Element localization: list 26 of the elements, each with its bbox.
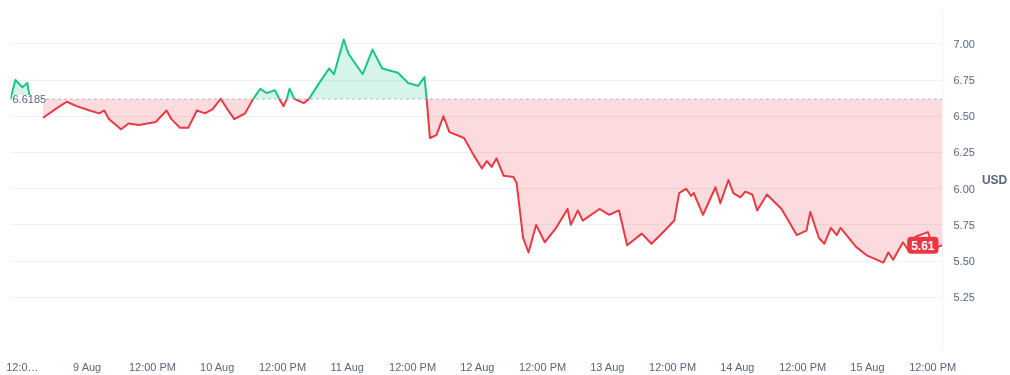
x-tick-label: 12:00 PM xyxy=(909,360,957,373)
y-tick-label: 5.75 xyxy=(953,218,975,231)
x-tick-label: 10 Aug xyxy=(200,360,235,373)
x-tick-label: 12:00 PM xyxy=(519,360,567,373)
x-tick-label: 14 Aug xyxy=(720,360,755,373)
annotation: 5.61 xyxy=(911,238,935,253)
y-tick-label: 6.75 xyxy=(953,74,975,87)
y-tick-label: 6.25 xyxy=(953,146,975,159)
y-tick-label: 5.25 xyxy=(953,291,975,304)
x-tick-label: 12:00 PM xyxy=(779,360,827,373)
ref-line-label: 6.6185 xyxy=(12,93,47,106)
y-axis-title: USD xyxy=(981,173,1008,187)
x-tick-label: 12:00 PM xyxy=(258,360,307,373)
x-tick-label: 11 Aug xyxy=(330,360,364,373)
x-tick-label: 13 Aug xyxy=(590,360,625,373)
x-tick-label: 12:0… xyxy=(6,360,39,373)
x-tick-label: 15 Aug xyxy=(850,360,885,373)
x-tick-label: 12 Aug xyxy=(460,360,495,373)
y-tick-label: 7.00 xyxy=(953,37,975,50)
x-tick-label: 12:00 PM xyxy=(389,360,437,373)
x-tick-label: 12:00 PM xyxy=(649,360,697,373)
x-tick-label: 9 Aug xyxy=(73,360,102,373)
y-tick-label: 6.50 xyxy=(953,110,975,123)
x-tick-label: 12:00 PM xyxy=(128,360,177,373)
y-tick-label: 5.50 xyxy=(953,255,975,268)
y-tick-label: 6.00 xyxy=(953,182,975,195)
